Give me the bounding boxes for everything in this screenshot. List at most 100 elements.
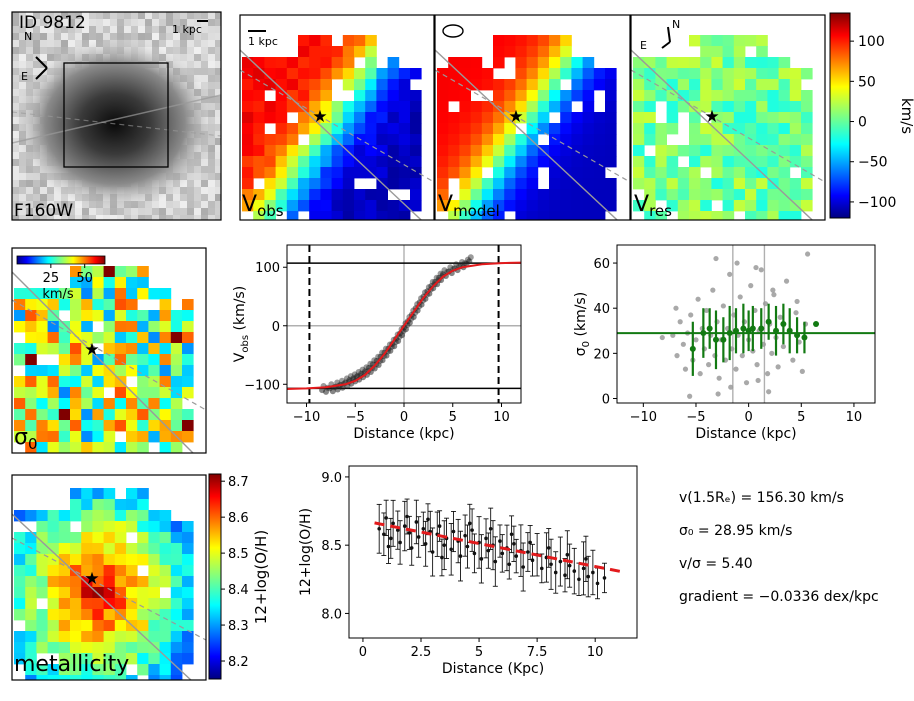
rc-point	[323, 388, 329, 395]
noise-pixel	[33, 19, 40, 26]
map-pixel	[582, 90, 595, 102]
noise-pixel	[110, 33, 117, 40]
map-pixel	[387, 68, 400, 80]
map-pixel	[410, 156, 422, 168]
map-pixel	[81, 653, 93, 665]
map-pixel	[70, 642, 82, 654]
map-pixel	[331, 167, 344, 179]
map-pixel	[58, 620, 71, 632]
map-pixel	[571, 123, 583, 135]
map-pixel	[148, 288, 160, 300]
map-pixel	[549, 79, 561, 91]
map-pixel	[92, 653, 104, 665]
map-pixel	[92, 554, 104, 566]
map-pixel	[47, 510, 60, 522]
map-pixel	[481, 200, 494, 212]
map-pixel	[47, 420, 60, 432]
map-pixel	[644, 178, 656, 190]
noise-pixel	[12, 103, 19, 110]
map-pixel	[789, 178, 802, 190]
noise-pixel	[215, 33, 221, 40]
map-pixel	[14, 565, 26, 577]
map-pixel	[286, 123, 299, 135]
noise-pixel	[152, 12, 159, 19]
map-pixel	[264, 222, 276, 233]
map-pixel	[410, 68, 422, 80]
noise-pixel	[89, 208, 96, 215]
map-pixel	[148, 532, 160, 544]
map-pixel	[365, 211, 377, 220]
noise-pixel	[61, 208, 68, 215]
noise-pixel	[138, 208, 145, 215]
map-pixel	[398, 68, 411, 80]
x-tick-label: −5	[346, 410, 365, 425]
map-pixel	[689, 35, 701, 47]
rc-point	[339, 384, 346, 391]
map-pixel	[70, 299, 82, 311]
map-pixel	[104, 453, 116, 464]
map-pixel	[633, 134, 645, 146]
map-pixel	[70, 365, 82, 377]
noise-pixel	[187, 47, 194, 54]
map-pixel	[36, 565, 48, 577]
noise-pixel	[215, 26, 221, 33]
map-pixel	[114, 631, 127, 643]
colorbar-tick-label: 50	[76, 271, 93, 286]
map-pixel	[633, 200, 645, 212]
map-pixel	[677, 57, 690, 69]
noise-pixel	[82, 19, 89, 26]
map-pixel	[81, 499, 93, 511]
map-pixel	[275, 101, 288, 113]
y-tick-label: 8.0	[321, 607, 342, 622]
plot-frame	[348, 465, 638, 639]
sigma-point	[755, 377, 761, 384]
map-pixel	[114, 521, 127, 533]
noise-pixel	[124, 215, 131, 220]
map-pixel	[81, 664, 93, 676]
map-pixel	[605, 189, 617, 201]
map-pixel	[387, 101, 400, 113]
map-pixel	[92, 587, 104, 599]
map-pixel	[320, 57, 332, 69]
map-pixel	[148, 642, 160, 654]
map-pixel	[36, 464, 48, 475]
map-pixel	[14, 343, 26, 355]
noise-pixel	[19, 61, 26, 68]
map-pixel	[801, 90, 813, 102]
noise-pixel	[215, 201, 221, 208]
map-pixel	[126, 288, 138, 300]
sigma-point	[713, 255, 719, 262]
map-pixel	[81, 598, 93, 610]
map-pixel	[25, 554, 37, 566]
map-pixel	[170, 620, 183, 632]
map-pixel	[593, 134, 606, 146]
map-pixel	[92, 576, 104, 588]
map-pixel	[298, 79, 310, 91]
noise-pixel	[180, 201, 187, 208]
map-pixel	[81, 554, 93, 566]
map-pixel	[459, 90, 471, 102]
map-pixel	[493, 200, 505, 212]
met-point	[458, 554, 463, 558]
y-tick-label: 0	[272, 320, 280, 335]
map-pixel	[711, 57, 723, 69]
map-pixel	[365, 112, 377, 124]
met-point	[539, 566, 544, 571]
map-pixel	[114, 565, 127, 577]
sigma-binned-point	[773, 327, 780, 334]
map-pixel	[114, 543, 127, 555]
map-pixel	[126, 631, 138, 643]
map-pixel	[70, 409, 82, 421]
noise-pixel	[26, 40, 33, 47]
sigma-point	[790, 357, 796, 363]
map-pixel	[331, 123, 344, 135]
sigma-binned-point	[749, 325, 756, 332]
map-pixel	[81, 576, 93, 588]
map-pixel	[459, 112, 471, 124]
map-pixel	[801, 167, 813, 179]
map-pixel	[448, 79, 460, 91]
map-pixel	[666, 79, 679, 91]
map-pixel	[92, 543, 104, 555]
scale-bar-label: 1 kpc	[172, 23, 202, 36]
map-pixel	[571, 178, 583, 190]
